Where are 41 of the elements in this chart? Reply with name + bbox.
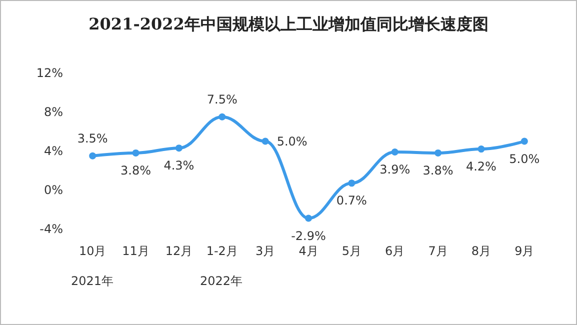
data-label: 4.3% bbox=[164, 158, 194, 173]
point bbox=[391, 148, 398, 156]
x-tick-label: 5月 bbox=[342, 244, 362, 258]
text: 2022年 bbox=[200, 274, 243, 288]
point bbox=[478, 146, 485, 153]
x-tick-label: 1-2月 bbox=[206, 244, 238, 258]
x-tick-label: 9月 bbox=[514, 244, 534, 258]
data-label: 3.8% bbox=[422, 163, 454, 178]
point bbox=[348, 180, 356, 187]
x-tick-label: 11月 bbox=[122, 244, 150, 258]
point bbox=[218, 113, 226, 120]
text: 2021年 bbox=[71, 274, 114, 288]
x-tick-label: 7月 bbox=[428, 244, 448, 258]
data-label: 3.5% bbox=[77, 131, 108, 146]
data-label: 3.8% bbox=[120, 163, 152, 178]
data-label: 0.7% bbox=[336, 194, 367, 208]
x-tick-label: 3月 bbox=[256, 244, 276, 258]
x-tick-label: 10月 bbox=[78, 244, 106, 258]
y-tick-label: 4% bbox=[44, 144, 63, 158]
point bbox=[520, 138, 528, 145]
point bbox=[434, 149, 442, 156]
point bbox=[175, 144, 182, 152]
data-label: -2.9% bbox=[291, 228, 326, 243]
x-tick-label: 12月 bbox=[165, 244, 193, 258]
data-label: 7.5% bbox=[206, 92, 238, 106]
y-tick-label: 12% bbox=[36, 66, 63, 80]
data-label: 5.0% bbox=[509, 152, 540, 166]
data-label: 5.0% bbox=[276, 134, 308, 148]
point bbox=[132, 149, 140, 156]
point bbox=[89, 152, 96, 160]
x-tick-label: 8月 bbox=[471, 244, 492, 258]
y-tick-label: 8% bbox=[44, 105, 63, 119]
data-label: 3.9% bbox=[380, 162, 410, 176]
x-tick-label: 6月 bbox=[385, 244, 405, 258]
x-tick-label: 4月 bbox=[298, 244, 318, 258]
y-tick-label: -4% bbox=[40, 222, 63, 236]
chart-title: 2021-2022年中国规模以上工业增加值同比增长速度图 bbox=[88, 14, 488, 34]
point bbox=[305, 214, 312, 222]
point bbox=[262, 138, 269, 145]
data-label: 4.2% bbox=[466, 160, 496, 174]
y-tick-label: 0% bbox=[44, 183, 63, 197]
